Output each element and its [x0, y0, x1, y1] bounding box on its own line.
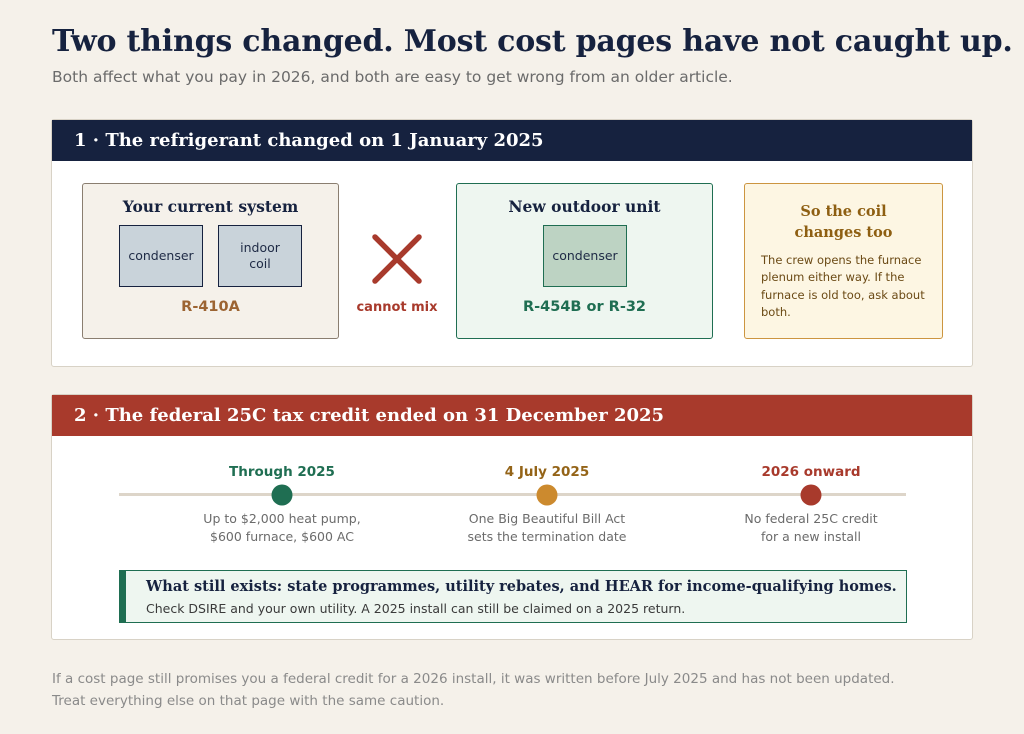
current-condenser-label: condenser	[128, 248, 194, 264]
current-condenser-unit: condenser	[119, 225, 203, 287]
still-exists-callout: What still exists: state programmes, uti…	[119, 570, 907, 623]
timeline-desc-2026-onward: No federal 25C credit for a new install	[744, 511, 878, 544]
tax-credit-card: 2 · The federal 25C tax credit ended on …	[51, 394, 973, 640]
cannot-mix-cross-icon	[372, 234, 422, 284]
new-condenser-unit: condenser	[543, 225, 627, 287]
timeline-desc-4-july-2025: One Big Beautiful Bill Act sets the term…	[467, 511, 627, 544]
timeline-dot-2026-onward	[800, 484, 822, 506]
page-title: Two things changed. Most cost pages have…	[52, 24, 1013, 59]
timeline-label-through-2025: Through 2025	[229, 464, 335, 480]
current-system-box: Your current system condenser indoor coi…	[82, 183, 339, 339]
still-exists-text: Check DSIRE and your own utility. A 2025…	[146, 601, 686, 616]
new-condenser-label: condenser	[552, 248, 618, 264]
still-exists-heading: What still exists: state programmes, uti…	[146, 578, 897, 595]
current-indoor-coil-unit: indoor coil	[218, 225, 302, 287]
footer-line-2: Treat everything else on that page with …	[52, 693, 445, 710]
timeline-label-2026-onward: 2026 onward	[761, 464, 861, 480]
page-subtitle: Both affect what you pay in 2026, and bo…	[52, 68, 733, 86]
coil-note-box: So the coil changes too The crew opens t…	[744, 183, 943, 339]
timeline-desc-through-2025: Up to $2,000 heat pump, $600 furnace, $6…	[203, 511, 361, 544]
cannot-mix-label: cannot mix	[356, 300, 438, 315]
new-outdoor-unit-box: New outdoor unit condenser R-454B or R-3…	[456, 183, 713, 339]
footer-note: If a cost page still promises you a fede…	[52, 668, 895, 713]
current-system-title: Your current system	[122, 197, 299, 216]
timeline-dot-through-2025	[271, 484, 293, 506]
tax-credit-card-heading: 2 · The federal 25C tax credit ended on …	[52, 395, 972, 436]
coil-note-title: So the coil changes too	[794, 203, 893, 242]
current-indoor-coil-label: indoor coil	[240, 240, 280, 271]
timeline-dot-4-july-2025	[536, 484, 558, 506]
coil-note-text: The crew opens the furnace plenum either…	[761, 253, 925, 319]
new-outdoor-unit-title: New outdoor unit	[508, 197, 661, 216]
timeline-track	[119, 493, 906, 496]
new-refrigerant: R-454B or R-32	[522, 299, 647, 315]
refrigerant-card: 1 · The refrigerant changed on 1 January…	[51, 119, 973, 367]
refrigerant-card-heading: 1 · The refrigerant changed on 1 January…	[52, 120, 972, 161]
timeline-label-4-july-2025: 4 July 2025	[504, 464, 590, 480]
current-refrigerant: R-410A	[181, 299, 240, 315]
footer-line-1: If a cost page still promises you a fede…	[52, 671, 895, 687]
